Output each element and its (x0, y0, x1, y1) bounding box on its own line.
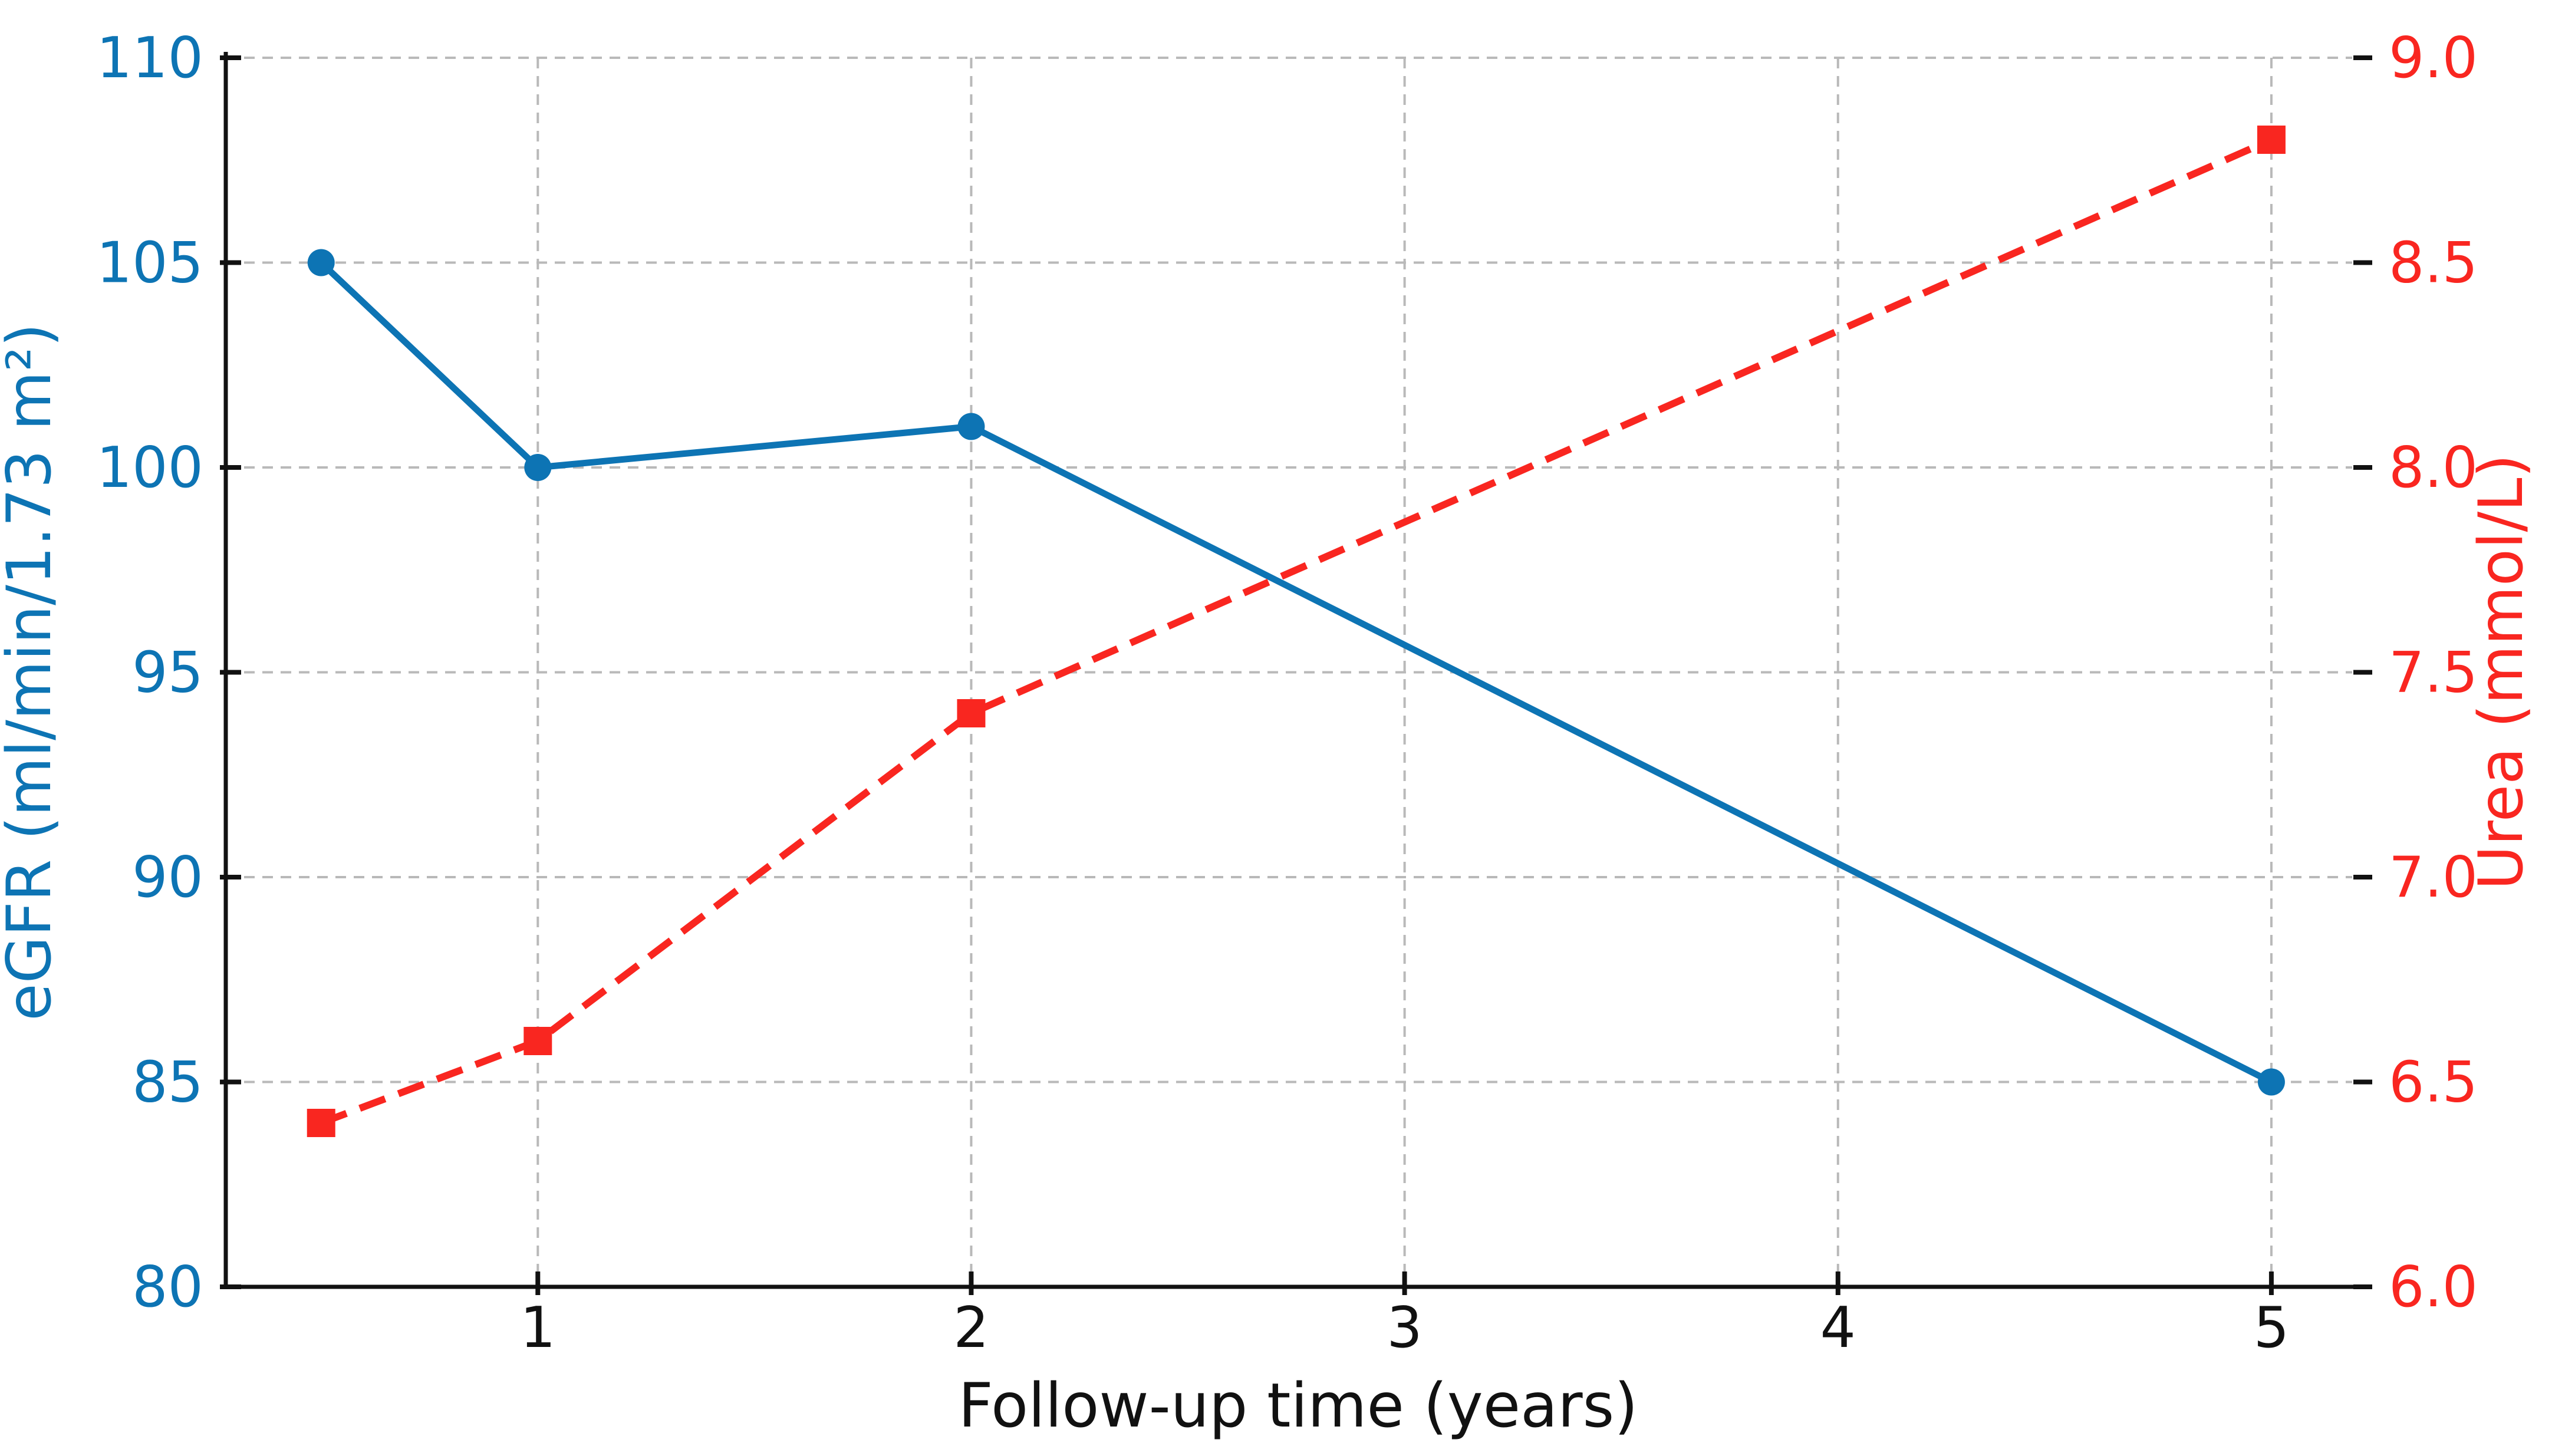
left-y-tick-label: 80 (132, 1255, 203, 1320)
left-y-tick-label: 105 (97, 231, 203, 296)
urea-marker (523, 1027, 552, 1055)
right-y-tick-label: 8.5 (2389, 231, 2478, 296)
right-y-tick-label: 8.0 (2389, 436, 2478, 500)
urea-line (320, 136, 2273, 1126)
urea-marker (307, 1109, 335, 1137)
gridlines-group (226, 57, 2352, 1287)
right-y-tick-label: 6.0 (2389, 1255, 2478, 1320)
egfr-marker (2257, 1068, 2285, 1096)
right-y-tick-label: 7.0 (2389, 845, 2478, 910)
right-y-tick-label: 9.0 (2389, 26, 2478, 91)
urea-marker (957, 699, 986, 727)
tick-labels-group: 1 2 3 4 5 80 85 90 95 100 105 110 6.0 6.5 7.0 7.5 8.0 8.5… (97, 26, 2478, 1361)
left-y-tick-label: 110 (97, 26, 203, 91)
egfr-marker (957, 413, 985, 440)
right-y-axis-title: Urea (mmol/L) (2466, 454, 2537, 890)
left-y-tick-label: 100 (97, 436, 203, 500)
x-tick-label: 3 (1387, 1296, 1422, 1361)
left-y-tick-label: 90 (132, 845, 203, 910)
x-tick-label: 2 (953, 1296, 989, 1361)
left-y-tick-label: 85 (132, 1050, 203, 1115)
x-tick-label: 5 (2254, 1296, 2289, 1361)
x-tick-label: 1 (520, 1296, 555, 1361)
right-y-tick-label: 6.5 (2389, 1050, 2478, 1115)
right-y-tick-label: 7.5 (2389, 641, 2478, 706)
egfr-marker (307, 249, 335, 276)
ticks-group (220, 55, 2372, 1295)
egfr-marker (524, 454, 552, 481)
left-y-axis-title: eGFR (ml/min/1.73 m²) (0, 323, 65, 1020)
left-y-tick-label: 95 (132, 641, 203, 706)
urea-marker (2257, 126, 2286, 154)
series-group (307, 126, 2286, 1137)
x-tick-label: 4 (1820, 1296, 1856, 1361)
egfr-line (318, 260, 2273, 1085)
x-axis-title: Follow-up time (years) (959, 1371, 1638, 1441)
